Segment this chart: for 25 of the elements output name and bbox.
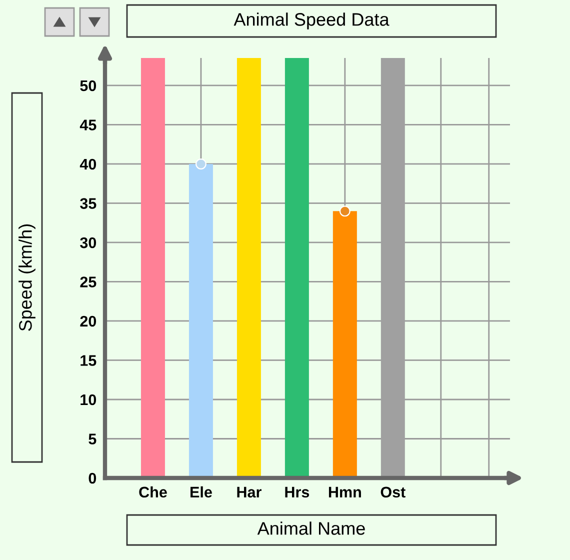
y-tick-label: 35 <box>80 198 96 209</box>
x-axis-title: Animal Name <box>257 522 365 535</box>
bar <box>332 211 357 478</box>
bar <box>188 164 213 478</box>
y-tick-label: 25 <box>80 276 96 288</box>
y-tick-label: 20 <box>80 316 96 327</box>
y-tick-label: 10 <box>80 394 96 406</box>
bar <box>140 58 165 478</box>
x-tick-label: Hmn <box>328 486 361 498</box>
y-tick-label: 50 <box>80 80 96 92</box>
y-tick-label: 45 <box>80 120 96 130</box>
y-axis-title: Speed (km/h) <box>18 224 36 331</box>
x-tick-label: Hrs <box>285 486 310 498</box>
bar <box>236 58 261 478</box>
y-tick-label: 0 <box>88 472 96 484</box>
bar <box>284 58 309 478</box>
y-tick-label: 5 <box>88 434 96 444</box>
x-tick-label: Ost <box>380 486 406 498</box>
chart-title: Animal Speed Data <box>234 12 390 30</box>
y-tick-label: 15 <box>80 355 96 366</box>
x-tick-label: Che <box>139 486 167 498</box>
y-tick-label: 30 <box>80 237 96 248</box>
x-tick-label: Har <box>237 486 262 498</box>
x-tick-label: Ele <box>190 486 212 498</box>
y-tick-label: 40 <box>80 158 96 170</box>
